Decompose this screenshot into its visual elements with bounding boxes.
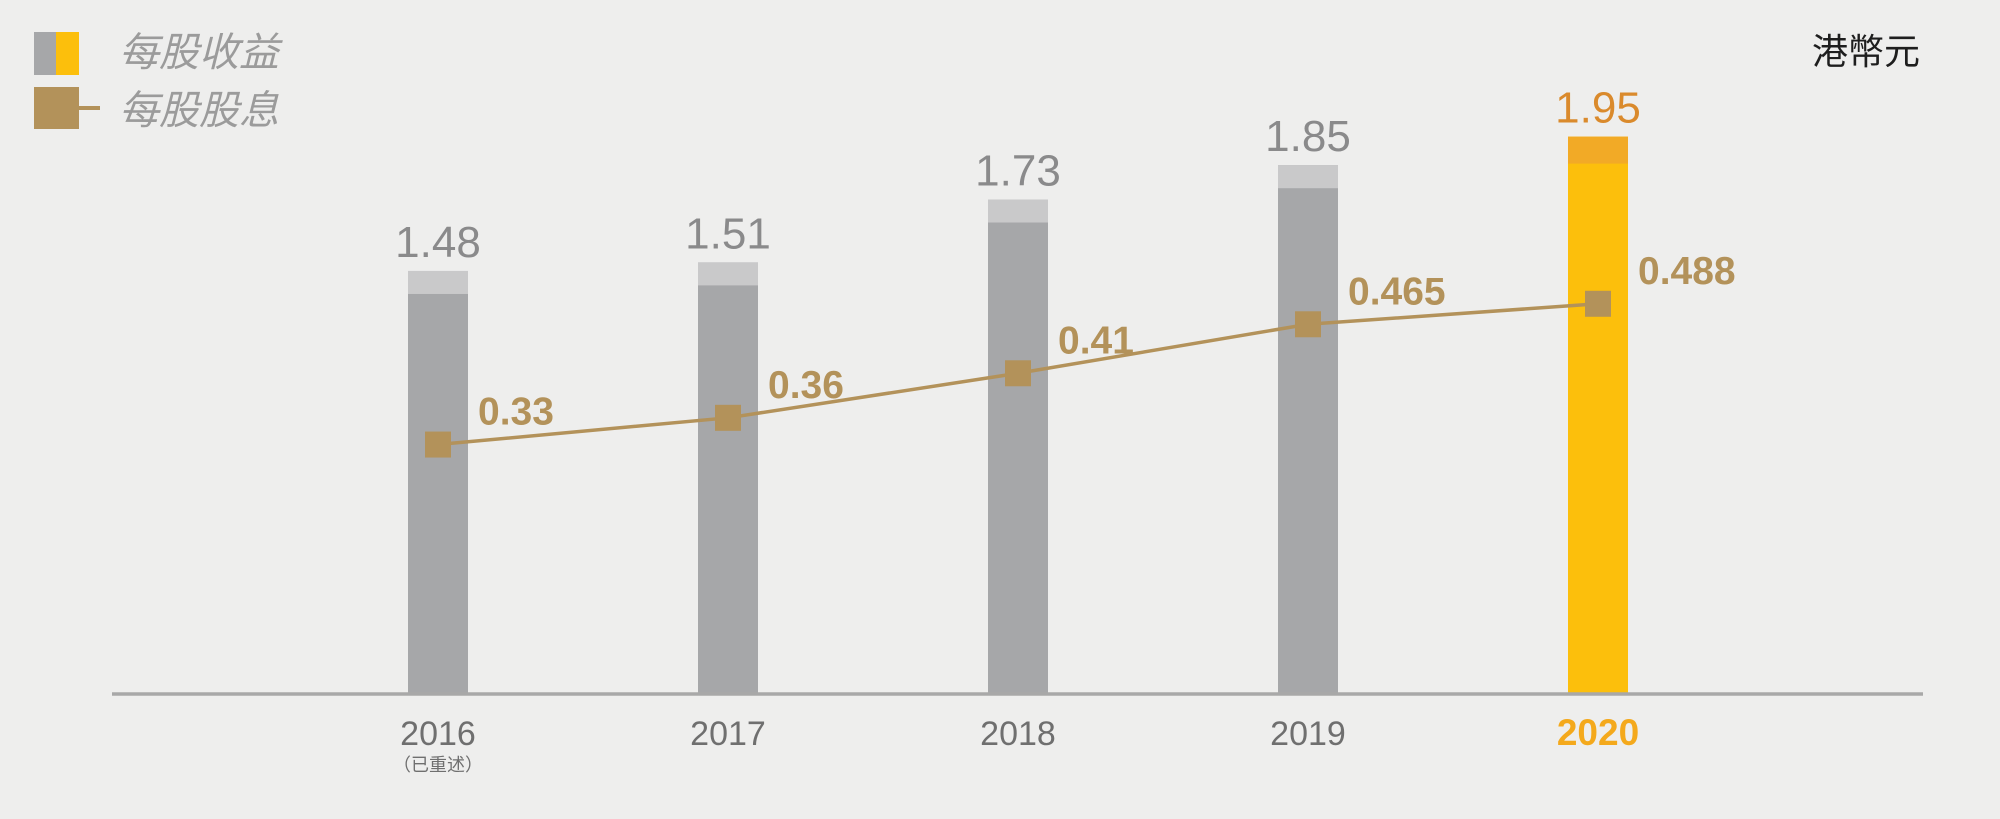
x-tick-label-2018: 2018 bbox=[980, 715, 1056, 753]
x-tick-label-2020: 2020 bbox=[1557, 712, 1639, 753]
eps-bar-2019 bbox=[1278, 165, 1338, 695]
legend-item-dps: 每股股息 bbox=[34, 87, 279, 133]
dps-value-label-2016: 0.33 bbox=[478, 391, 554, 434]
dps-value-label-2017: 0.36 bbox=[768, 364, 844, 407]
legend: 每股收益 每股股息 bbox=[34, 31, 283, 133]
legend-dps-swatch bbox=[34, 87, 79, 129]
unit-label: 港幣元 bbox=[1812, 31, 1920, 72]
dps-marker-2020 bbox=[1585, 290, 1611, 317]
eps-bar-2016 bbox=[408, 270, 468, 694]
eps-bar-cap-2016 bbox=[408, 270, 468, 294]
eps-value-label-2019: 1.85 bbox=[1265, 112, 1351, 161]
legend-eps-swatch-grey bbox=[34, 32, 56, 75]
eps-bars: 1.48 1.51 1.73 1.85 1.95 bbox=[395, 84, 1641, 695]
x-tick-label-2017: 2017 bbox=[690, 715, 766, 753]
legend-eps-label: 每股收益 bbox=[119, 31, 283, 75]
dps-value-label-2018: 0.41 bbox=[1058, 319, 1134, 362]
eps-bar-2017 bbox=[698, 262, 758, 694]
eps-bar-cap-2017 bbox=[698, 262, 758, 286]
dps-marker-2016 bbox=[425, 431, 451, 458]
dps-marker-2018 bbox=[1005, 360, 1031, 387]
dps-value-label-2020: 0.488 bbox=[1638, 250, 1736, 293]
dps-value-label-2019: 0.465 bbox=[1348, 270, 1446, 313]
dps-marker-2017 bbox=[715, 404, 741, 431]
plot-area: 1.48 1.51 1.73 1.85 1.95 2016 2017 2018 2019 2020… bbox=[112, 84, 1923, 775]
x-tick-note-2016: （已重述） bbox=[393, 755, 483, 775]
legend-item-eps: 每股收益 bbox=[34, 31, 283, 75]
eps-bar-cap-2019 bbox=[1278, 165, 1338, 189]
dps-points: 0.33 0.36 0.41 0.465 0.488 bbox=[425, 250, 1736, 458]
x-tick-labels: 2016 2017 2018 2019 2020 （已重述） bbox=[393, 712, 1639, 775]
eps-value-label-2017: 1.51 bbox=[685, 209, 771, 258]
x-tick-label-2019: 2019 bbox=[1270, 715, 1346, 753]
eps-value-label-2018: 1.73 bbox=[975, 147, 1061, 196]
eps-value-label-2020: 1.95 bbox=[1555, 84, 1641, 133]
legend-dps-label: 每股股息 bbox=[119, 89, 279, 133]
eps-bar-2018 bbox=[988, 199, 1048, 694]
eps-bar-cap-2020 bbox=[1568, 136, 1628, 164]
legend-eps-swatch-yellow bbox=[56, 32, 79, 75]
dps-marker-2019 bbox=[1295, 311, 1321, 338]
eps-bar-2020 bbox=[1568, 136, 1628, 694]
eps-bar-cap-2018 bbox=[988, 199, 1048, 223]
eps-value-label-2016: 1.48 bbox=[395, 218, 481, 267]
x-tick-label-2016: 2016 bbox=[400, 715, 476, 753]
